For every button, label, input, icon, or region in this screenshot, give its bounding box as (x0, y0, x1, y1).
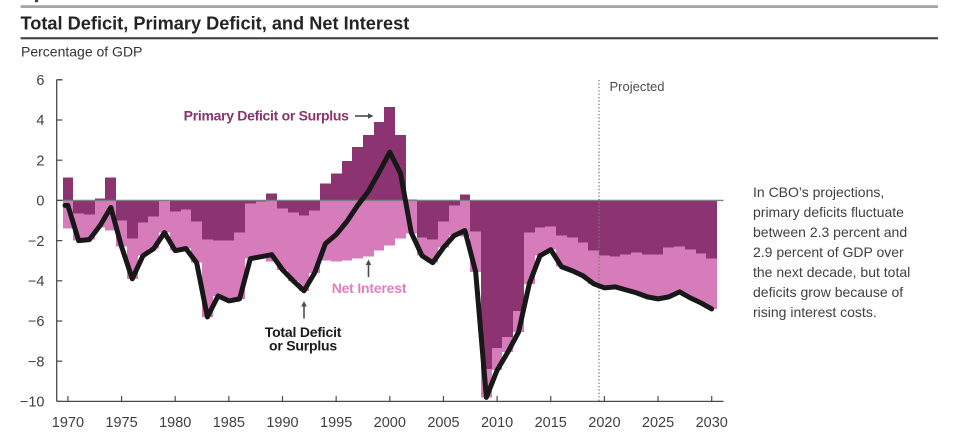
svg-text:2025: 2025 (642, 415, 674, 431)
svg-text:6: 6 (36, 73, 44, 89)
svg-text:2020: 2020 (588, 415, 620, 431)
svg-text:2000: 2000 (374, 415, 406, 431)
svg-text:Net Interest: Net Interest (332, 280, 407, 296)
svg-text:−10: −10 (20, 395, 45, 411)
svg-text:or Surplus: or Surplus (269, 338, 337, 354)
svg-text:Total Deficit: Total Deficit (265, 324, 342, 340)
svg-text:1980: 1980 (159, 415, 191, 431)
svg-text:−6: −6 (28, 314, 45, 330)
svg-text:2010: 2010 (481, 415, 513, 431)
svg-text:the next decade, but total: the next decade, but total (753, 264, 910, 280)
svg-text:deficits grow because of: deficits grow because of (753, 284, 903, 300)
svg-text:0: 0 (36, 194, 44, 210)
svg-text:2005: 2005 (427, 415, 459, 431)
svg-text:4: 4 (36, 113, 44, 129)
svg-text:−2: −2 (28, 234, 45, 250)
svg-text:1985: 1985 (213, 415, 245, 431)
svg-text:2030: 2030 (696, 415, 728, 431)
svg-text:Percentage of GDP: Percentage of GDP (21, 44, 142, 60)
svg-text:2: 2 (36, 153, 44, 169)
svg-text:1995: 1995 (320, 415, 352, 431)
svg-text:1975: 1975 (105, 415, 137, 431)
svg-text:−4: −4 (28, 274, 45, 290)
svg-text:between 2.3 percent and: between 2.3 percent and (753, 224, 907, 240)
svg-text:Primary Deficit or Surplus: Primary Deficit or Surplus (184, 108, 349, 124)
svg-text:Total Deficit, Primary Deficit: Total Deficit, Primary Deficit, and Net … (21, 14, 410, 34)
svg-text:2015: 2015 (535, 415, 567, 431)
svg-text:rising interest costs.: rising interest costs. (753, 304, 877, 320)
svg-text:−8: −8 (28, 354, 45, 370)
svg-text:In CBO’s projections,: In CBO’s projections, (753, 184, 884, 200)
svg-text:Projected: Projected (610, 79, 665, 94)
svg-text:primary deficits fluctuate: primary deficits fluctuate (753, 204, 904, 220)
svg-text:2.9 percent of GDP over: 2.9 percent of GDP over (753, 244, 904, 260)
svg-text:1990: 1990 (266, 415, 298, 431)
svg-text:1970: 1970 (52, 415, 84, 431)
